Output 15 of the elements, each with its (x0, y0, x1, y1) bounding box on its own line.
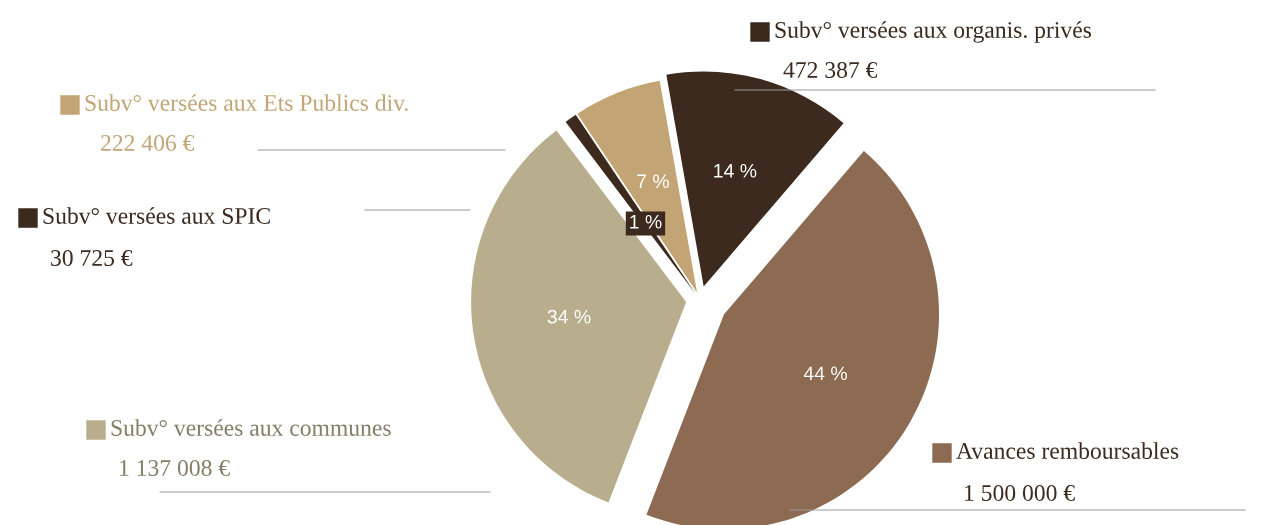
data-label: 222 406 € (101, 134, 195, 151)
text: 14 % (714, 163, 757, 178)
data-label: 472 387 € (783, 61, 878, 78)
text: 7 % (637, 174, 669, 189)
text: 44 % (803, 366, 847, 381)
legend-label: Subv° versées aux SPIC (43, 207, 270, 224)
text: 34 % (547, 309, 591, 324)
data-label: 1 137 008 € (120, 459, 230, 476)
legend-label: Avances remboursables (956, 442, 1179, 459)
legend-label: Subv° versées aux Ets Publics div. (85, 94, 408, 112)
data-label: 1 500 000 € (965, 484, 1075, 501)
text: 1 % (630, 214, 662, 229)
legend-label: Subv° versées aux organis. privés (775, 21, 1092, 43)
legend-label: Subv° versées aux communes (111, 419, 391, 436)
data-label: 30 725 € (51, 249, 133, 266)
